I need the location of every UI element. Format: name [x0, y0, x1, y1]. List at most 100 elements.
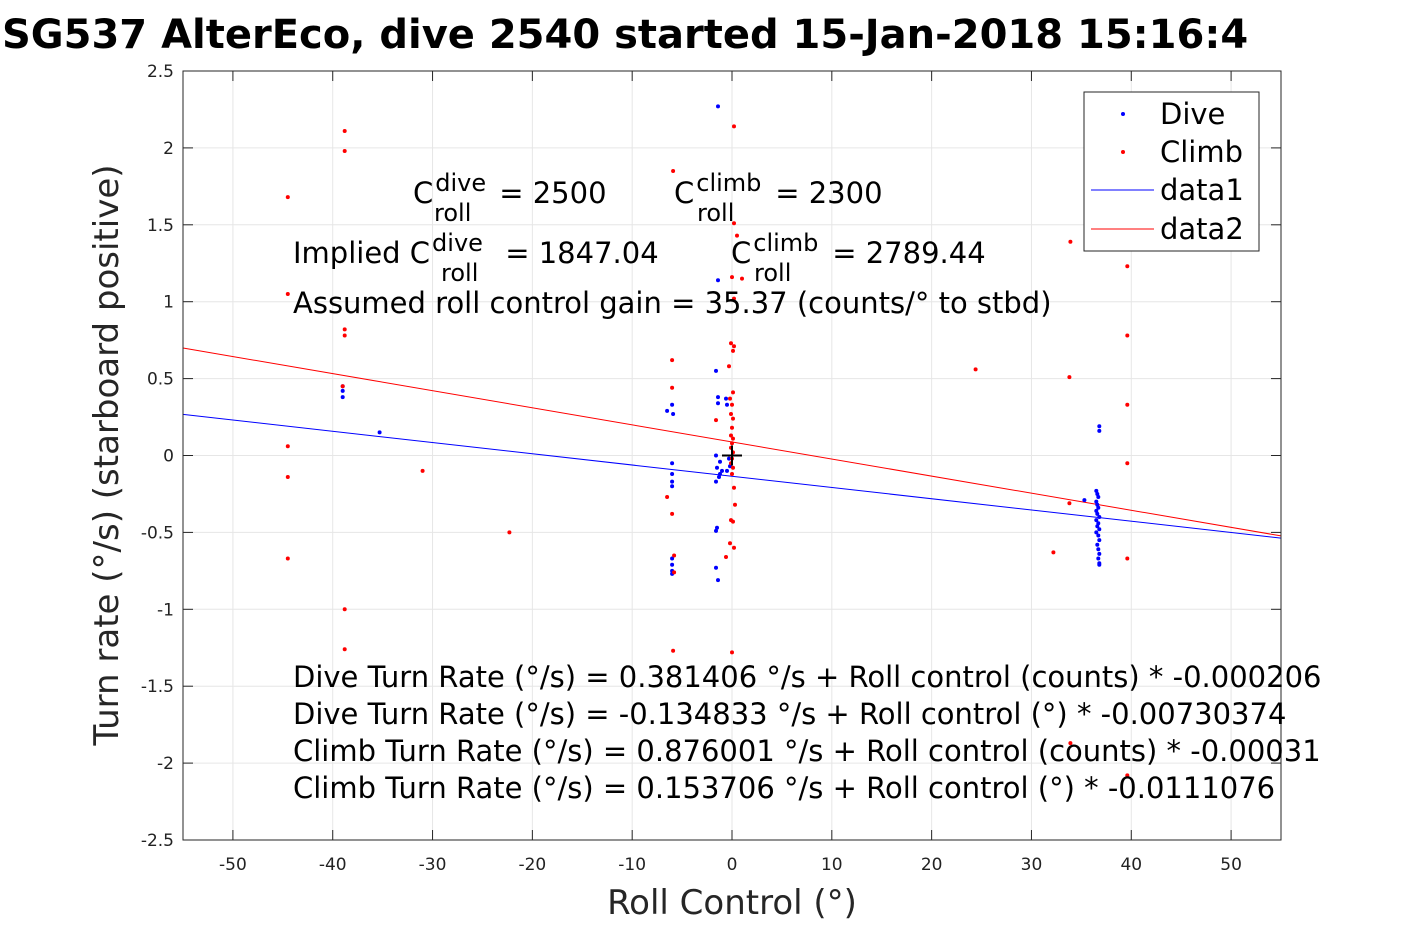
climb-point: [732, 545, 736, 550]
dive-point: [1094, 488, 1099, 493]
x-tick-label: -10: [618, 855, 646, 875]
climb-point: [728, 541, 732, 546]
climb-point: [342, 327, 347, 332]
climb-point: [1067, 501, 1072, 506]
climb-point: [732, 485, 736, 490]
annotation-gain: Assumed roll control gain = 35.37 (count…: [293, 286, 1052, 320]
dive-point: [1094, 530, 1099, 535]
climb-point: [342, 647, 347, 652]
climb-point: [1125, 333, 1130, 338]
y-tick-label: 0.5: [147, 370, 174, 390]
center-plus-marker: [722, 445, 742, 466]
x-tick-label: 50: [1220, 855, 1242, 875]
c-roll-climb-prefix: C: [674, 176, 694, 210]
climb-point: [342, 607, 347, 612]
dive-point: [1082, 498, 1087, 503]
climb-point: [730, 650, 734, 655]
dive-point: [716, 278, 720, 283]
climb-point: [342, 333, 347, 338]
dive-point: [670, 562, 675, 567]
y-tick-label: 1.5: [147, 216, 174, 236]
dive-point: [714, 528, 718, 533]
y-tick-label: 0: [163, 447, 174, 467]
dive-point: [727, 456, 731, 461]
y-tick-label: -1.5: [141, 677, 174, 697]
annotation-line-1: Dive Turn Rate (°/s) = 0.381406 °/s + Ro…: [293, 660, 1321, 694]
climb-point: [731, 390, 735, 395]
dive-point: [725, 468, 729, 473]
climb-point: [973, 367, 978, 372]
climb-point: [672, 553, 677, 558]
dive-point: [715, 465, 719, 470]
dive-point: [671, 412, 676, 416]
c-roll-climb-sup: climb: [696, 169, 761, 197]
climb-point: [671, 169, 676, 173]
dive-point: [1097, 562, 1102, 567]
dive-point: [377, 430, 382, 435]
legend-climb-label: Climb: [1160, 135, 1243, 169]
legend-box: [1083, 91, 1260, 252]
x-tick-label: 30: [1021, 855, 1043, 875]
climb-point: [285, 556, 290, 561]
climb-point: [285, 444, 290, 449]
climb-point: [1051, 550, 1056, 555]
climb-point: [731, 436, 735, 441]
y-axis-ticks: 2.5 2 1.5 1 0.5 0 -0.5 -1 -1.5 -2 -2.5: [141, 62, 1281, 851]
dive-point: [714, 565, 718, 570]
x-tick-label: 20: [921, 855, 943, 875]
dive-point: [1094, 518, 1099, 523]
implied-dive-value: = 1847.04: [496, 236, 659, 270]
dive-point: [670, 556, 675, 561]
climb-point: [420, 468, 425, 473]
climb-point: [724, 555, 728, 559]
dive-point: [716, 578, 720, 583]
x-tick-label: 0: [727, 855, 738, 875]
climb-point: [670, 511, 675, 516]
c-roll-dive-prefix: C: [413, 176, 433, 210]
y-tick-label: -0.5: [141, 523, 174, 543]
x-tick-label: 40: [1120, 855, 1142, 875]
dive-point: [716, 401, 720, 406]
dive-point: [1096, 556, 1101, 561]
dive-point: [670, 461, 675, 466]
chart-title: SG537 AlterEco, dive 2540 started 15-Jan…: [2, 12, 1248, 58]
climb-point: [735, 233, 739, 238]
climb-point: [730, 402, 734, 407]
dive-point: [1096, 505, 1101, 510]
implied-climb-sub: roll: [754, 259, 791, 287]
dive-point: [1096, 547, 1101, 552]
annotation-line-3: Climb Turn Rate (°/s) = 0.876001 °/s + R…: [293, 734, 1321, 768]
climb-point: [665, 495, 670, 499]
x-tick-label: -50: [219, 855, 247, 875]
x-axis-label: Roll Control (°): [607, 883, 857, 923]
x-tick-label: -30: [419, 855, 447, 875]
annotation-line-2: Dive Turn Rate (°/s) = -0.134833 °/s + R…: [293, 697, 1286, 731]
legend-dive-marker: [1121, 112, 1125, 116]
climb-point: [285, 475, 290, 479]
annotation-implied-climb: Cclimb roll = 2789.44: [731, 229, 986, 287]
climb-point: [1125, 402, 1130, 407]
dive-point: [670, 472, 675, 476]
dive-point: [340, 388, 345, 393]
climb-point: [729, 412, 733, 416]
climb-point: [729, 433, 733, 438]
y-tick-label: -2.5: [141, 831, 174, 851]
dive-point: [715, 525, 719, 530]
dive-point: [718, 459, 722, 464]
dive-point: [724, 396, 728, 401]
dive-point: [1096, 495, 1101, 499]
plot-frame: [182, 70, 1282, 841]
y-tick-label: -1: [157, 600, 174, 620]
climb-point: [731, 416, 735, 421]
climb-point: [285, 292, 290, 296]
climb-point: [727, 364, 731, 369]
climb-point: [670, 358, 675, 363]
legend-data2-label: data2: [1160, 212, 1244, 246]
climb-point: [1067, 375, 1072, 380]
climb-point: [732, 296, 736, 301]
climb-point: [340, 384, 345, 389]
dive-point: [714, 479, 718, 484]
dive-point: [1096, 533, 1101, 538]
implied-dive-prefix: Implied C: [293, 236, 430, 270]
